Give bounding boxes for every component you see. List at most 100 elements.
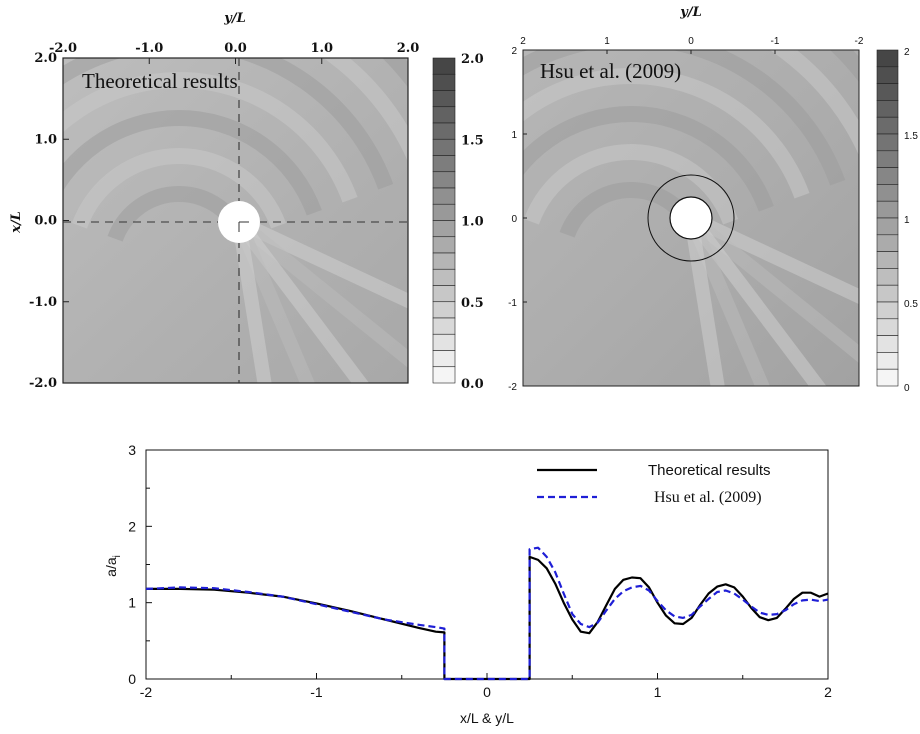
wave-band: [63, 110, 322, 216]
x-tick-label: -2: [140, 684, 153, 700]
y-tick-label: 1: [511, 130, 517, 141]
colorbar-level: [876, 83, 899, 101]
x-tick-label: -1: [310, 684, 323, 700]
colorbar-tick-label: 0.0: [461, 377, 484, 392]
hsu-colorbar: 2 1.5 1 0.5 0: [876, 47, 918, 394]
colorbar-level: [876, 352, 899, 370]
colorbar-level: [432, 317, 456, 335]
colorbar-level: [876, 335, 899, 353]
colorbar-level: [432, 268, 456, 286]
colorbar-level: [876, 318, 899, 336]
line-chart-legend: Theoretical results Hsu et al. (2009): [537, 462, 771, 506]
colorbar-level: [876, 150, 899, 168]
y-tick-label: 2.0: [34, 51, 57, 66]
colorbar-level: [876, 301, 899, 320]
x-tick-label: 1: [654, 684, 662, 700]
colorbar-level: [432, 187, 456, 205]
y-tick-label: 3: [128, 442, 136, 458]
y-tick-label: -1: [508, 298, 517, 309]
colorbar-level: [432, 73, 456, 91]
wave-band: [523, 144, 739, 225]
colorbar-tick-label: 1.5: [461, 133, 484, 148]
series-line-theoretical: [146, 555, 829, 681]
colorbar-level: [432, 106, 456, 124]
colorbar-level: [876, 200, 899, 219]
colorbar-tick-label: 1.5: [904, 131, 918, 142]
colorbar-level: [432, 138, 456, 156]
wake-band: [236, 215, 408, 309]
x-tick-label: 1.0: [310, 41, 333, 56]
x-tick-label: 2: [520, 36, 526, 47]
colorbar-level: [876, 184, 899, 202]
colorbar-level: [432, 366, 456, 384]
hsu-y-ticks: 2 1 0 -1 -2: [508, 46, 527, 393]
y-tick-label: 1: [128, 595, 136, 611]
hsu-xlabel: y/L: [679, 5, 701, 20]
colorbar-level: [432, 220, 456, 238]
theoretical-ylabel: x/L: [9, 211, 24, 234]
colorbar-level: [876, 217, 899, 236]
ylabel-main: a/a: [103, 557, 119, 577]
colorbar-level: [876, 49, 899, 68]
wave-band: [769, 50, 859, 156]
colorbar-tick-label: 1.0: [461, 215, 484, 230]
line-chart-xlabel: x/L & y/L: [460, 710, 514, 726]
wave-band: [71, 148, 287, 229]
theoretical-y-ticks: 2.0 1.0 0.0 -1.0 -2.0: [29, 51, 69, 391]
theoretical-colorbar: 2.0 1.5 1.0 0.5 0.0: [432, 52, 484, 392]
wake-band: [232, 220, 272, 383]
colorbar-level: [876, 133, 899, 152]
colorbar-tick-label: 1: [904, 215, 910, 226]
colorbar-level: [432, 122, 456, 140]
x-tick-label: 1: [604, 36, 610, 47]
x-tick-label: -2: [855, 36, 864, 47]
wave-band: [63, 58, 394, 190]
hsu-x-ticks: 2 1 0 -1 -2: [520, 36, 864, 54]
ylabel-subscript: i: [112, 555, 123, 557]
y-tick-label: -1.0: [29, 295, 57, 310]
theoretical-xlabel: y/L: [223, 11, 245, 26]
y-tick-label: 2: [511, 46, 517, 57]
colorbar-level: [876, 251, 899, 269]
x-tick-label: -1.0: [135, 41, 163, 56]
colorbar-tick-label: 0.5: [904, 299, 918, 310]
y-tick-label: -2: [508, 382, 517, 393]
colorbar-tick-label: 2.0: [461, 52, 484, 67]
colorbar-level: [432, 90, 456, 108]
wave-band: [523, 50, 846, 186]
x-tick-label: 2: [824, 684, 832, 700]
colorbar-tick-label: 2: [904, 47, 910, 58]
theoretical-panel-label: Theoretical results: [82, 69, 238, 93]
colorbar-level: [876, 368, 899, 387]
colorbar-level: [432, 252, 456, 270]
colorbar-level: [432, 301, 456, 319]
wave-band: [523, 68, 810, 199]
colorbar-level: [432, 203, 456, 221]
colorbar-level: [432, 171, 456, 189]
x-tick-label: -1: [771, 36, 780, 47]
colorbar-level: [876, 66, 899, 84]
x-tick-label: 0: [483, 684, 491, 700]
line-chart-series: [145, 546, 829, 681]
y-tick-label: 0.0: [34, 214, 57, 229]
wave-band: [523, 106, 774, 212]
theoretical-wave-bands: [63, 58, 408, 383]
x-tick-label: 2.0: [397, 41, 420, 56]
svg-text:a/ai: a/ai: [103, 555, 123, 577]
colorbar-level: [432, 350, 456, 368]
wake-band: [234, 216, 408, 368]
cylinder-hsu: [669, 196, 713, 240]
colorbar-level: [876, 100, 899, 118]
colorbar-level: [876, 116, 899, 135]
wave-band: [382, 58, 408, 88]
wave-band: [63, 72, 358, 203]
colorbar-level: [432, 155, 456, 173]
amplitude-line-chart: -2 -1 0 1 2 0 1 2 3 x/L & y/L a/ai Theoretical r…: [103, 442, 832, 726]
hsu-outer-ring: [647, 174, 735, 262]
x-tick-label: -2.0: [49, 41, 77, 56]
line-chart-ylabel: a/ai: [103, 555, 123, 577]
theoretical-contour-panel: Theoretical results -2.0 -1.0 0.0 1.0 2.0 2.…: [9, 11, 420, 391]
colorbar-level: [876, 268, 899, 286]
wave-band: [323, 58, 408, 162]
